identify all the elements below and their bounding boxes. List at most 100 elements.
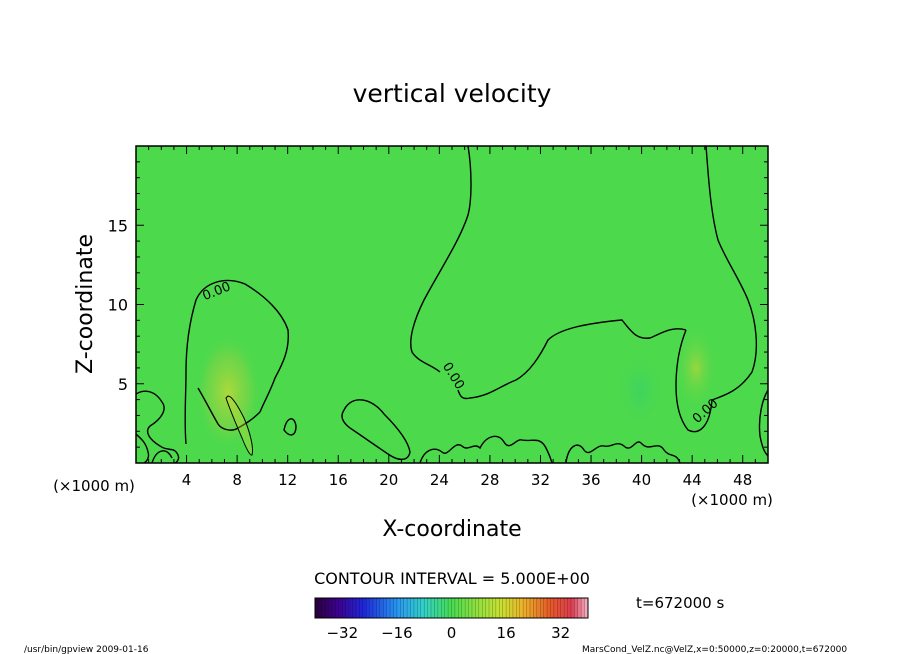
colorbar-cell <box>547 598 551 618</box>
contour-bottom-ripple-b <box>565 441 681 463</box>
colorbar-cell <box>332 598 336 618</box>
colorbar-cell <box>533 598 538 618</box>
colorbar-cell <box>557 598 561 618</box>
footer-right: MarsCond_VelZ.nc@VelZ,x=0:50000,z=0:2000… <box>582 645 847 654</box>
colorbar-cell <box>393 598 398 618</box>
colorbar-cell <box>475 598 480 618</box>
colorbar-cell <box>492 598 497 618</box>
colorbar-cell <box>410 598 415 618</box>
x-tick-label: 40 <box>632 471 651 489</box>
x-axis-label: X-coordinate <box>382 517 521 542</box>
colorbar-cell <box>536 598 541 618</box>
time-label: t=672000 s <box>636 594 724 612</box>
x-tick-label: 20 <box>379 471 398 489</box>
colorbar-cell <box>448 598 452 618</box>
contour-bottom-left-edge <box>136 433 150 463</box>
colorbar-cell <box>564 598 568 618</box>
colorbar-cell <box>420 598 425 618</box>
contour-left-plume-tail <box>197 387 261 431</box>
colorbar-cell <box>506 598 510 618</box>
y-axis: 5 10 15 <box>108 145 768 464</box>
contour-core-left <box>225 395 253 456</box>
footer-left: /usr/bin/gpview 2009-01-16 <box>24 645 149 654</box>
y-axis-label: Z-coordinate <box>73 234 98 374</box>
x-axis: 4 8 12 16 20 24 28 32 36 40 44 48 <box>135 146 769 489</box>
colorbar-cell <box>461 598 466 618</box>
colorbar-cell <box>431 598 435 618</box>
x-tick-label: 44 <box>683 471 702 489</box>
colorbar-cell <box>499 598 503 618</box>
colorbar-cell <box>482 598 486 618</box>
colorbar-cell <box>465 598 469 618</box>
colorbar-cell <box>355 598 360 618</box>
chart-title: vertical velocity <box>353 79 552 108</box>
colorbar-cell <box>526 598 531 618</box>
colorbar-cell <box>400 598 405 618</box>
colorbar-cell <box>495 598 500 618</box>
colorbar-cell <box>570 598 575 618</box>
updraft-anomaly-right <box>674 324 718 412</box>
updraft-anomaly-left <box>194 332 262 452</box>
colorbar-cell <box>369 598 374 618</box>
colorbar-cell <box>471 598 476 618</box>
x-tick-label: 8 <box>232 471 242 489</box>
x-tick-label: 48 <box>733 471 752 489</box>
colorbar-cell <box>581 598 585 618</box>
colorbar-cell <box>512 598 517 618</box>
contour-small-left <box>283 418 297 436</box>
x-tick-label: 32 <box>531 471 550 489</box>
colorbar-cell <box>454 598 459 618</box>
colorbar-cell <box>444 598 449 618</box>
colorbar-tick-label: 0 <box>447 624 457 642</box>
field-anomalies <box>194 324 718 452</box>
colorbar-cell <box>577 598 582 618</box>
x-tick-label: 16 <box>329 471 348 489</box>
colorbar-cell <box>352 598 357 618</box>
colorbar-cell <box>383 598 387 618</box>
colorbar-cell <box>451 598 456 618</box>
colorbar-cell <box>321 598 326 618</box>
colorbar-cell <box>560 598 565 618</box>
colorbar-cell <box>519 598 524 618</box>
contour-center-gap-left <box>410 146 472 373</box>
colorbar-cell <box>584 598 589 618</box>
colorbar-cell <box>413 598 418 618</box>
colorbar-cell <box>434 598 439 618</box>
colorbar-cell <box>553 598 558 618</box>
colorbar-tick-label: −16 <box>381 624 413 642</box>
colorbar-cell <box>338 598 343 618</box>
contour-small-bottom <box>151 450 173 463</box>
contour-bottom-ripple-a <box>419 435 553 463</box>
colorbar-ticks: −32 −16 0 16 32 <box>326 624 570 642</box>
colorbar-cell <box>567 598 572 618</box>
colorbar-cell <box>489 598 493 618</box>
colorbar-cell <box>485 598 490 618</box>
colorbar-cell <box>318 598 323 618</box>
colorbar-cell <box>550 598 555 618</box>
colorbar-cell <box>373 598 377 618</box>
colorbar-cell <box>523 598 527 618</box>
x-tick-label: 36 <box>581 471 600 489</box>
colorbar-cell <box>345 598 350 618</box>
colorbar-tick-label: 32 <box>551 624 570 642</box>
y-tick-label: 5 <box>118 375 128 394</box>
colorbar-cell <box>417 598 422 618</box>
contour-right-inner <box>675 329 713 433</box>
y-tick-label: 10 <box>108 296 128 315</box>
contour-bottom-left <box>136 390 180 463</box>
colorbar-cell <box>362 598 367 618</box>
colorbar-cell <box>574 598 579 618</box>
colorbar-cell <box>376 598 381 618</box>
colorbar-cell <box>379 598 384 618</box>
colorbar-cell <box>396 598 401 618</box>
colorbar <box>314 597 589 619</box>
colorbar-cell <box>328 598 333 618</box>
colorbar-cell <box>366 598 370 618</box>
x-tick-label: 28 <box>480 471 499 489</box>
colorbar-cell <box>427 598 432 618</box>
zero-contours <box>136 146 768 463</box>
colorbar-cell <box>478 598 483 618</box>
colorbar-tick-label: 16 <box>497 624 516 642</box>
colorbar-cell <box>342 598 347 618</box>
